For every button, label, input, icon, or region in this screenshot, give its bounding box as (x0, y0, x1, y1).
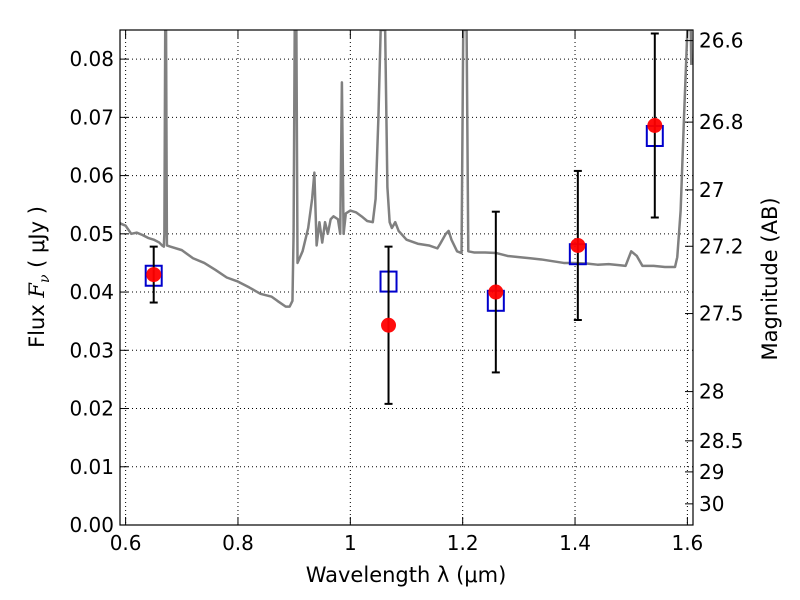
observed-flux-point (647, 118, 663, 134)
y2-tick-label: 26.8 (699, 110, 744, 134)
observed-flux-point (488, 284, 504, 300)
x-tick-label: 1.6 (671, 531, 703, 555)
y-tick-label: 0.00 (69, 513, 114, 537)
plot-area (120, 30, 693, 405)
observed-flux-point (381, 317, 397, 333)
y-axis-right: 26.6 26.8 27 27.2 27.5 28 28.5 29 30 (685, 29, 744, 516)
observed-flux-point (146, 267, 162, 283)
y2-axis-label: Magnitude (AB) (758, 197, 782, 360)
y-tick-label: 0.08 (69, 47, 114, 71)
y-axis-label-subscript: ν (37, 274, 53, 283)
y-tick-label: 0.05 (69, 222, 114, 246)
y2-tick-label: 30 (699, 492, 724, 516)
model-spectrum-line (120, 30, 693, 308)
y2-tick-label: 27 (699, 178, 724, 202)
y-tick-label: 0.06 (69, 164, 114, 188)
y-axis-left: 0.00 0.01 0.02 0.03 0.04 0.05 0.06 0.07 0.08 (69, 47, 128, 537)
grid (120, 30, 693, 525)
plot-frame (119, 29, 694, 526)
x-axis-label: Wavelength λ (μm) (306, 563, 507, 587)
y2-tick-label: 26.6 (699, 29, 744, 53)
x-axis: 0.6 0.8 1 1.2 1.4 1.6 (110, 30, 703, 555)
y-axis-label-symbol: F (25, 282, 49, 299)
y2-tick-label: 28.5 (699, 429, 744, 453)
y2-tick-label: 28 (699, 380, 724, 404)
y-tick-label: 0.01 (69, 455, 114, 479)
y2-tick-label: 27.5 (699, 302, 744, 326)
y-tick-label: 0.07 (69, 105, 114, 129)
y-tick-label: 0.02 (69, 397, 114, 421)
x-tick-label: 1 (344, 531, 357, 555)
y-axis-label: Flux Fν ( μJy ) (25, 206, 53, 348)
x-tick-label: 0.8 (222, 531, 254, 555)
y-tick-label: 0.04 (69, 280, 114, 304)
y2-tick-label: 29 (699, 460, 724, 484)
observed-flux-point (570, 237, 586, 253)
y-tick-label: 0.03 (69, 338, 114, 362)
y-axis-label-unit: ( μJy ) (25, 206, 49, 274)
x-tick-label: 1.4 (559, 531, 591, 555)
x-tick-label: 1.2 (447, 531, 479, 555)
y2-tick-label: 27.2 (699, 234, 744, 258)
x-tick-label: 0.6 (110, 531, 142, 555)
y-axis-label-prefix: Flux (25, 298, 49, 348)
